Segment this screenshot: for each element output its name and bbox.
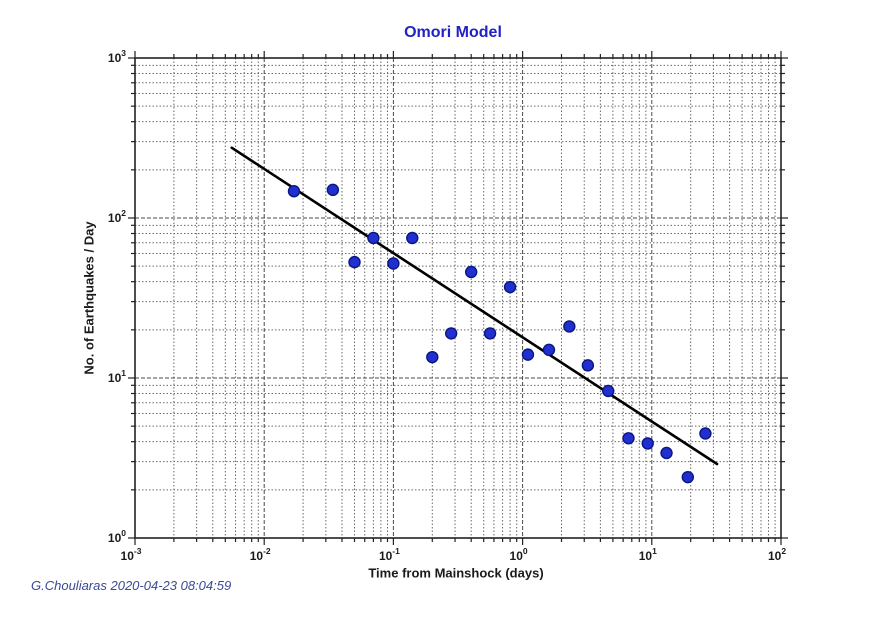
data-point: [521, 348, 535, 361]
data-point: [622, 432, 635, 445]
omori-fit-line: [230, 146, 719, 466]
data-point: [563, 320, 576, 333]
data-point: [602, 384, 615, 398]
data-point: [426, 350, 439, 364]
x-tick-label: 10-2: [250, 546, 271, 563]
data-point: [444, 327, 458, 340]
data-point: [699, 427, 712, 440]
data-point: [367, 231, 380, 245]
data-point: [681, 470, 695, 484]
y-tick-label: 102: [108, 208, 126, 225]
data-point: [326, 183, 340, 197]
data-point: [348, 255, 361, 269]
chart-title: Omori Model: [404, 24, 502, 41]
data-point: [581, 359, 595, 372]
data-point: [542, 343, 556, 357]
plot-frame: [134, 57, 782, 539]
data-point: [406, 231, 419, 245]
x-tick-label: 100: [510, 546, 528, 563]
x-tick-label: 10-1: [379, 546, 400, 563]
y-tick-label: 100: [108, 528, 126, 545]
data-point: [503, 280, 517, 294]
credit-watermark: G.Chouliaras 2020-04-23 08:04:59: [31, 578, 232, 593]
data-point: [387, 257, 400, 270]
data-point: [464, 265, 478, 279]
x-tick-label: 102: [768, 546, 786, 563]
data-point: [287, 185, 301, 198]
data-point: [660, 446, 673, 460]
y-tick-label: 101: [108, 368, 126, 385]
x-tick-label: 101: [639, 546, 657, 563]
y-axis-label: No. of Earthquakes / Day: [81, 221, 97, 375]
y-tick-label: 103: [108, 48, 126, 65]
x-axis-label: Time from Mainshock (days): [368, 565, 544, 581]
data-point: [641, 437, 654, 450]
data-point: [483, 327, 497, 340]
x-tick-label: 10-3: [121, 546, 142, 563]
